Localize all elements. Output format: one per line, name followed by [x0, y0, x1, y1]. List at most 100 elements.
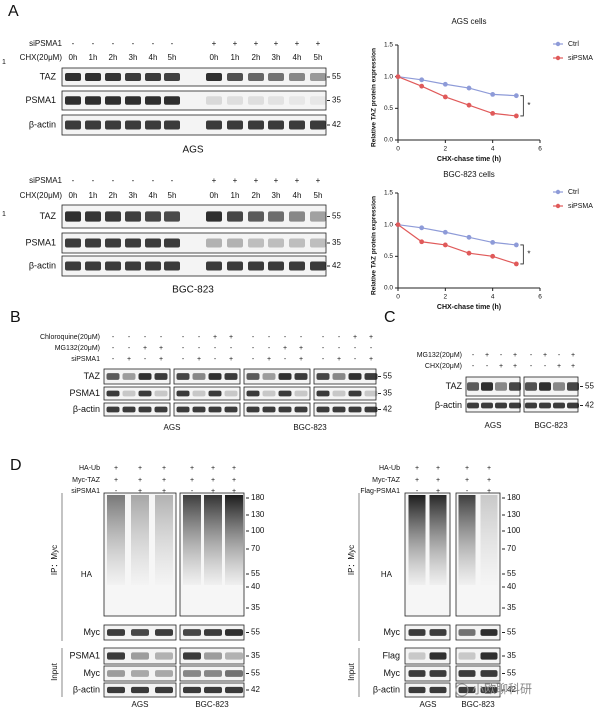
row-label: Flag	[382, 650, 400, 660]
group-label: IP：Myc	[50, 545, 59, 575]
blot-label: HA	[381, 570, 393, 579]
treatment-mark: +	[229, 356, 233, 363]
treatment-mark: +	[159, 356, 163, 363]
group-label: IP：Myc	[347, 545, 356, 575]
treatment-mark: -	[268, 334, 271, 341]
band	[164, 96, 180, 105]
ladder-label: 100	[251, 526, 265, 535]
treatment-mark: +	[513, 352, 517, 359]
band	[85, 211, 101, 222]
band	[125, 211, 141, 222]
band	[316, 373, 330, 380]
smear	[458, 495, 476, 585]
treatment-mark: 3h	[272, 191, 281, 200]
treatment-label: CHX(20μM)	[20, 53, 63, 62]
treatment-mark: +	[162, 488, 166, 495]
treatment-mark: -	[191, 488, 194, 495]
band	[155, 629, 173, 636]
band	[248, 238, 264, 248]
band	[145, 261, 161, 271]
treatment-mark: +	[415, 465, 419, 472]
treatment-label: siPSMA1	[29, 39, 62, 48]
treatment-label: CHX(20μM)	[20, 191, 63, 200]
mw-label: 55	[332, 72, 341, 81]
treatment-mark: +	[465, 465, 469, 472]
blot-strip	[61, 232, 327, 254]
x-tick-label: 4	[491, 294, 495, 301]
series-line	[397, 224, 517, 265]
blot-strip	[243, 368, 311, 385]
point	[395, 74, 401, 80]
row-label: Myc	[384, 668, 401, 678]
watermark-icon	[455, 683, 469, 697]
treatment-mark: +	[295, 39, 300, 48]
point	[513, 113, 519, 119]
legend-marker	[555, 41, 561, 47]
band	[85, 261, 101, 271]
band	[480, 670, 498, 677]
band	[227, 261, 243, 271]
point	[395, 222, 401, 228]
band	[107, 686, 125, 694]
band	[268, 120, 284, 130]
band	[192, 406, 206, 413]
treatment-label: HA-Ub	[379, 465, 400, 472]
treatment-label: MG132(20μM)	[417, 352, 462, 359]
mw-label: 35	[251, 651, 260, 660]
blot-strip	[404, 647, 451, 665]
treatment-mark: +	[162, 465, 166, 472]
band	[408, 652, 426, 660]
smear	[183, 495, 201, 585]
panel-label: D	[10, 457, 22, 474]
band	[183, 629, 201, 636]
band	[125, 72, 141, 82]
cell-line-label: AGS	[420, 700, 437, 709]
band	[262, 406, 276, 413]
band	[122, 373, 136, 380]
band	[332, 406, 346, 413]
mw-label: 42	[332, 261, 341, 270]
treatment-mark: +	[212, 176, 217, 185]
treatment-mark: -	[112, 334, 115, 341]
y-tick-label: 0.5	[384, 253, 393, 260]
band	[316, 390, 330, 397]
mw-label: 42	[383, 405, 392, 414]
y-tick-label: 0.0	[384, 137, 393, 144]
treatment-mark: +	[229, 334, 233, 341]
band	[155, 670, 173, 677]
treatment-mark: +	[295, 176, 300, 185]
row-label: β-actin	[73, 404, 100, 414]
band	[176, 406, 190, 413]
treatment-mark: -	[92, 39, 95, 48]
treatment-mark: +	[415, 477, 419, 484]
treatment-mark: +	[316, 39, 321, 48]
treatment-mark: 4h	[149, 191, 158, 200]
blot-strip	[61, 255, 327, 277]
treatment-mark: -	[144, 356, 147, 363]
smear	[155, 495, 173, 585]
band	[289, 211, 305, 222]
ladder-label: 35	[251, 603, 260, 612]
band	[227, 96, 243, 105]
cell-line-label: BGC-823	[172, 285, 214, 296]
band	[364, 373, 378, 380]
band	[429, 686, 447, 694]
treatment-mark: +	[485, 352, 489, 359]
ladder-label: 40	[251, 582, 260, 591]
band	[246, 373, 260, 380]
blot-strip	[404, 624, 451, 641]
row-label: Myc	[84, 627, 101, 637]
band	[225, 652, 243, 660]
treatment-mark: -	[500, 352, 503, 359]
point	[513, 242, 519, 248]
point	[419, 83, 425, 89]
treatment-mark: +	[316, 176, 321, 185]
cell-line-label: BGC-823	[461, 700, 495, 709]
stray-mark: 1	[2, 59, 6, 66]
treatment-mark: -	[112, 39, 115, 48]
band	[310, 72, 326, 82]
band	[310, 211, 326, 222]
row-label: β-actin	[373, 684, 400, 694]
treatment-mark: +	[369, 334, 373, 341]
